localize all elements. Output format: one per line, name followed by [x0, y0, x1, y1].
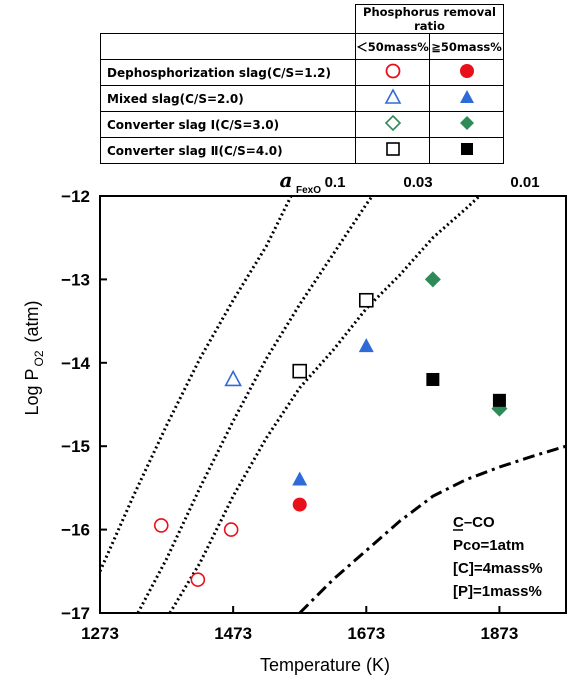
legend-row: Dephosphorization slag(C/S=1.2) [100, 59, 504, 86]
data-point-filled-triangle [358, 338, 374, 353]
x-tick-label: 1473 [214, 624, 252, 643]
legend-empty-cell [100, 33, 356, 60]
legend-row-label: Dephosphorization slag(C/S=1.2) [100, 59, 356, 86]
data-point-filled-square [426, 372, 440, 386]
iso-activity-line-0.01 [168, 196, 481, 613]
open-triangle-icon [384, 88, 401, 104]
open-square-icon [385, 142, 400, 156]
legend-table: Phosphorus removal ratio ＜50mass% ≧50mas… [100, 4, 504, 164]
legend-header-row: Phosphorus removal ratio [100, 4, 504, 34]
legend-col-high: ≧50mass% [429, 33, 504, 60]
y-tick-label: −15 [61, 437, 90, 456]
data-point-filled-diamond [424, 271, 441, 288]
data-point-open-circle [223, 522, 239, 537]
y-axis-unit: (atm) [22, 300, 42, 342]
activity-label-0.03: 0.03 [403, 174, 432, 191]
data-point-open-circle [153, 518, 169, 533]
legend-marker-low [355, 59, 430, 86]
y-axis-subscript: O2 [32, 350, 46, 366]
activity-label-0.1: 0.1 [325, 174, 346, 191]
c-co-label: C–CO [453, 514, 495, 531]
legend-marker-low [355, 137, 430, 164]
condition-pco: Pco=1atm [453, 537, 524, 554]
data-point-open-square [358, 292, 374, 308]
x-axis-label: Temperature (K) [260, 655, 390, 675]
filled-triangle-icon [459, 90, 474, 103]
legend-row: Mixed slag(C/S=2.0) [100, 85, 504, 112]
activity-label-0.01: 0.01 [510, 174, 539, 191]
legend-row: Converter slag Ⅱ(C/S=4.0) [100, 137, 504, 164]
y-axis-label: Log P O2 (atm) [22, 300, 46, 415]
condition-carbon: [C]=4mass% [453, 560, 543, 577]
y-tick-label: −14 [61, 354, 90, 373]
y-tick-label: −13 [61, 270, 90, 289]
legend-marker-high [429, 85, 504, 112]
legend-subheader-row: ＜50mass% ≧50mass% [100, 33, 504, 60]
filled-square-icon [460, 143, 473, 155]
legend-row-label: Converter slag Ⅱ(C/S=4.0) [100, 137, 356, 164]
y-tick-label: −12 [61, 187, 90, 206]
legend-row: Converter slag Ⅰ(C/S=3.0) [100, 111, 504, 138]
legend-row-label: Converter slag Ⅰ(C/S=3.0) [100, 111, 356, 138]
y-axis-prefix: Log P [22, 368, 42, 415]
svg-text:Log PO2(atm): Log P O2 (atm) [22, 300, 46, 415]
open-circle-icon [385, 63, 400, 79]
iso-activity-line-0.1 [100, 196, 293, 572]
x-tick-label: 1673 [347, 624, 385, 643]
data-point-open-triangle [224, 369, 242, 387]
filled-diamond-icon [459, 116, 474, 130]
legend-marker-low [355, 111, 430, 138]
data-point-open-circle [190, 572, 206, 587]
x-tick-label: 1873 [481, 624, 519, 643]
x-tick-label: 1273 [81, 624, 119, 643]
y-tick-label: −17 [61, 604, 90, 623]
condition-phosphorus: [P]=1mass% [453, 583, 542, 600]
c-co-equilibrium-line [298, 444, 566, 613]
iso-activity-line-0.03 [136, 196, 374, 613]
data-point-open-square [292, 363, 308, 379]
data-point-filled-circle [292, 497, 307, 512]
data-point-filled-square [492, 393, 506, 407]
activity-symbol: a [280, 168, 293, 192]
legend-marker-high [429, 137, 504, 164]
filled-circle-icon [459, 64, 474, 78]
y-tick-label: −16 [61, 521, 90, 540]
open-diamond-icon [384, 114, 401, 132]
legend-marker-high [429, 111, 504, 138]
data-point-filled-triangle [292, 471, 308, 486]
plot-frame [99, 195, 567, 614]
legend-row-label: Mixed slag(C/S=2.0) [100, 85, 356, 112]
activity-subscript: FexO [296, 185, 321, 196]
